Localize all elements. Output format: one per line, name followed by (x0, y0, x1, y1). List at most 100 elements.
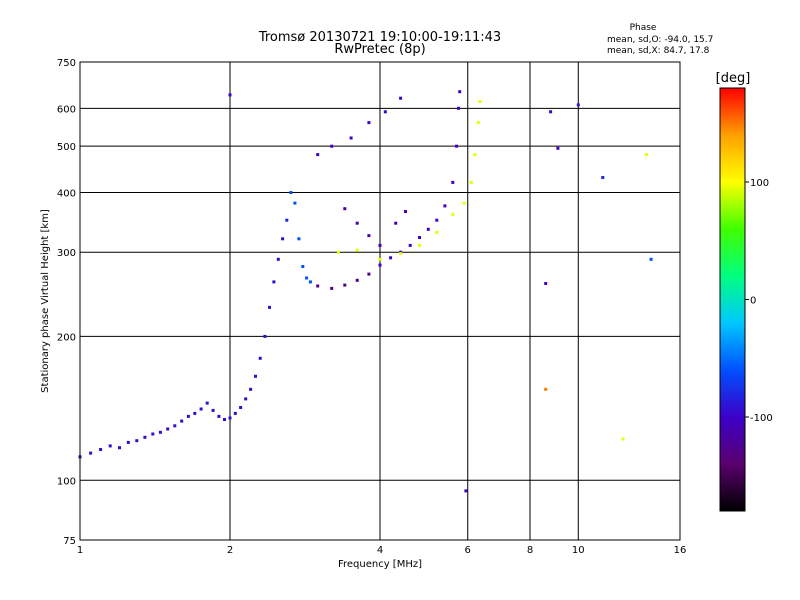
colorbar-ticks: 100 0 -100 (745, 178, 773, 424)
data-point (367, 272, 371, 276)
data-point (426, 227, 430, 231)
data-point (205, 401, 209, 405)
data-point (89, 451, 93, 455)
phase-stats-header: Phase (630, 23, 657, 33)
data-point (455, 144, 459, 148)
data-point (435, 230, 439, 234)
data-point (316, 153, 320, 157)
data-point (544, 282, 548, 285)
data-point (166, 427, 170, 431)
y-tick-label: 750 (57, 58, 76, 69)
data-point (355, 221, 359, 225)
data-point (228, 93, 232, 97)
x-tick-labels: 1 2 4 6 8 10 16 (77, 545, 687, 556)
data-point (263, 334, 267, 338)
y-tick-label: 200 (57, 332, 76, 343)
data-point (418, 236, 421, 239)
x-tick-label: 4 (377, 545, 383, 556)
plot-frame (79, 61, 681, 541)
x-tick-label: 1 (77, 545, 83, 556)
data-point (649, 257, 653, 261)
y-tick-label: 75 (63, 536, 76, 547)
x-axis-label: Frequency [MHz] (338, 559, 422, 570)
data-point (367, 234, 371, 238)
data-point (601, 176, 605, 179)
data-point (451, 180, 455, 184)
data-point (462, 201, 466, 205)
data-point (223, 418, 226, 421)
data-point (217, 414, 221, 418)
y-tick-labels: 75 100 200 300 400 500 600 750 (57, 58, 76, 547)
data-point (118, 446, 121, 450)
data-point (193, 411, 197, 415)
data-point (180, 419, 184, 423)
colorbar (719, 87, 746, 512)
data-point (457, 106, 460, 110)
data-point (556, 146, 560, 150)
data-point (336, 250, 340, 254)
grid-lines (80, 62, 680, 540)
data-point (621, 437, 625, 441)
data-point (394, 221, 398, 225)
data-point (308, 280, 312, 284)
data-point (549, 110, 553, 114)
y-tick-label: 600 (57, 104, 76, 115)
x-tick-label: 8 (527, 545, 533, 556)
data-point (249, 387, 253, 391)
colorbar-tick-label: 100 (750, 178, 769, 189)
colorbar-tick-label: 0 (750, 296, 756, 307)
data-point (285, 218, 289, 222)
data-point (126, 440, 130, 444)
y-tick-label: 300 (57, 248, 76, 259)
data-point (418, 243, 421, 247)
data-point (330, 144, 334, 148)
data-point (399, 96, 403, 100)
data-point (399, 252, 403, 256)
data-point (186, 414, 190, 418)
data-point (355, 248, 359, 252)
data-point (478, 100, 482, 103)
data-point (158, 430, 162, 434)
data-points (78, 90, 653, 493)
y-tick-label: 500 (57, 142, 76, 153)
data-point (301, 265, 305, 268)
data-point (228, 416, 232, 420)
data-point (389, 256, 393, 260)
data-point (293, 201, 297, 205)
data-point (272, 280, 276, 284)
y-tick-label: 400 (57, 188, 76, 199)
data-point (330, 286, 334, 290)
data-point (99, 448, 103, 451)
data-point (576, 103, 580, 107)
x-tick-label: 6 (465, 545, 471, 556)
data-point (276, 257, 280, 261)
data-point (408, 243, 412, 247)
chart-subtitle: RwPretec (8p) (334, 42, 425, 57)
data-point (211, 408, 215, 412)
data-point (355, 278, 359, 282)
data-point (378, 257, 382, 261)
data-point (404, 210, 407, 213)
data-point (305, 276, 309, 280)
data-point (239, 406, 243, 409)
data-point (343, 283, 347, 287)
y-tick-label: 100 (57, 476, 76, 487)
data-point (383, 110, 387, 114)
y-axis-label: Stationary phase Virtual Height [km] (40, 209, 51, 393)
data-point (378, 263, 382, 267)
phase-stats-o: mean, sd,O: -94.0, 15.7 (607, 35, 713, 45)
phase-stats-x: mean, sd,X: 84.7, 17.8 (607, 46, 710, 56)
x-tick-label: 10 (572, 545, 585, 556)
data-point (458, 90, 462, 94)
data-point (244, 397, 248, 401)
data-point (544, 387, 548, 391)
data-point (343, 207, 347, 211)
data-point (378, 243, 382, 247)
data-point (135, 439, 139, 443)
data-point (469, 180, 473, 184)
data-point (108, 444, 112, 448)
data-point (473, 153, 477, 157)
chart-title: Tromsø 20130721 19:10:00-19:11:43 (258, 30, 501, 45)
x-tick-label: 2 (227, 545, 233, 556)
